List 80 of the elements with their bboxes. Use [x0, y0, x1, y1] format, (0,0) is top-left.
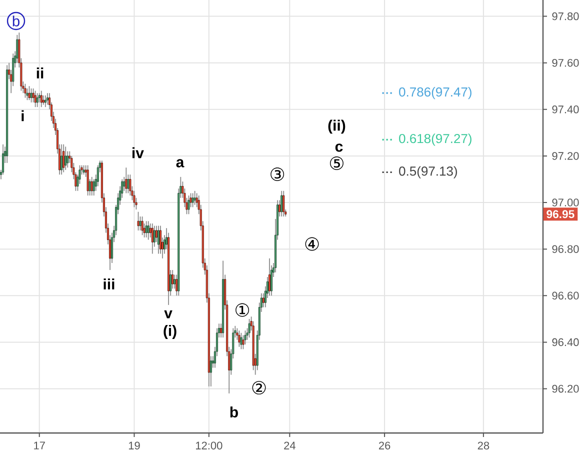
candlestick [145, 220, 148, 238]
x-tick-label: 12:00 [196, 442, 222, 450]
x-tick-label: 24 [284, 442, 296, 450]
candlestick [192, 192, 194, 208]
annotation: ⑤ [330, 156, 344, 170]
candlestick [133, 190, 136, 208]
candlestick [159, 225, 162, 254]
annotation: ④ [305, 237, 319, 251]
y-tick-label: 97.60 [552, 58, 579, 67]
candlestick [16, 34, 18, 64]
candlestick [42, 94, 44, 106]
candlestick [40, 90, 42, 108]
candlestick [2, 144, 4, 176]
y-tick-label: 96.60 [552, 292, 579, 300]
candlestick [62, 144, 65, 173]
y-tick-label: 97.00 [552, 198, 579, 206]
candlestick [282, 190, 285, 217]
annotation: b [230, 406, 238, 418]
annotation: iii [104, 278, 114, 290]
y-tick-label: 96.80 [552, 245, 579, 253]
candlestick [188, 195, 190, 215]
y-tick-label: 97.80 [552, 12, 579, 20]
candlestick [141, 216, 144, 236]
candlestick [194, 190, 196, 206]
annotation: b [12, 16, 20, 26]
candlestick [30, 88, 32, 103]
candlestick [82, 164, 85, 176]
annotation: iv [132, 147, 144, 158]
annotation: ② [252, 380, 266, 394]
x-tick-label: 28 [478, 442, 490, 450]
candlestick [36, 92, 38, 108]
annotation: i [22, 110, 24, 122]
candlestick [125, 167, 128, 194]
candlestick [34, 90, 36, 108]
candlestick [44, 94, 46, 108]
annotation: a [176, 159, 184, 168]
candlestick [38, 92, 40, 103]
candlestick [268, 258, 271, 296]
candlestick [96, 164, 99, 187]
candlestick [151, 223, 154, 254]
candlestick [60, 144, 63, 176]
annotation: (ii) [328, 120, 346, 134]
candlestick [238, 330, 240, 348]
annotation: v [164, 310, 172, 318]
candlestick [32, 88, 34, 103]
candlestick [248, 318, 250, 338]
candlestick [66, 150, 69, 168]
candlestick [242, 334, 244, 350]
candlestick [64, 146, 67, 170]
candlestick [137, 211, 140, 231]
candlestick [92, 178, 95, 196]
x-tick-label: 26 [378, 442, 390, 450]
candlestick [90, 176, 93, 196]
y-tick-label: 96.40 [552, 338, 579, 346]
candlestick [46, 92, 48, 106]
annotation: (i) [164, 324, 176, 339]
candlestick [26, 88, 28, 101]
y-tick-label: 97.20 [552, 152, 579, 160]
x-tick-label: 17 [34, 442, 45, 450]
candlestick [129, 174, 132, 196]
candlestick [28, 86, 30, 101]
y-tick-label: 97.40 [552, 106, 579, 114]
candlestick [244, 330, 246, 345]
x-tick-label: 19 [128, 442, 140, 450]
candlestick [147, 220, 150, 240]
annotation: ③ [270, 168, 284, 181]
candlestick [24, 83, 26, 98]
annotation: 96.95 [546, 210, 574, 218]
annotation: ① [236, 303, 250, 317]
ref-line-label: 0.618(97.27) [399, 134, 472, 146]
ref-line-label: 0.5(97.13) [399, 166, 457, 178]
candlestick [139, 216, 142, 231]
candlestick [240, 332, 242, 350]
candlestick [280, 190, 283, 217]
candlestick [157, 225, 160, 254]
annotation: c [335, 144, 343, 152]
y-tick-label: 96.20 [552, 384, 579, 393]
candlestick [86, 164, 89, 196]
annotation: ii [36, 68, 44, 78]
ref-line-label: 0.786(97.47) [399, 87, 472, 100]
